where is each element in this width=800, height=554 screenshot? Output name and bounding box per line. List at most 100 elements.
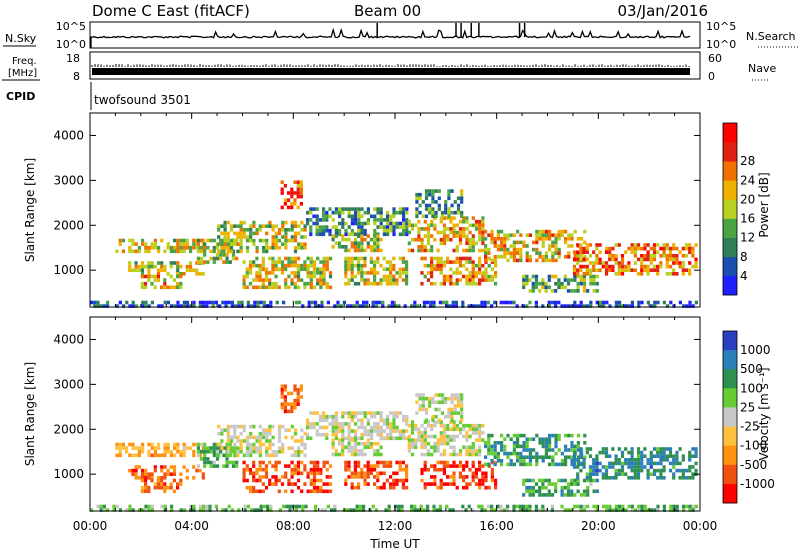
heatmap-cell bbox=[440, 396, 445, 401]
heatmap-cell bbox=[296, 398, 300, 403]
heatmap-cell bbox=[325, 414, 329, 419]
heatmap-cell bbox=[398, 225, 402, 229]
heatmap-cell bbox=[341, 438, 345, 442]
heatmap-cell bbox=[223, 220, 227, 225]
heatmap-cell bbox=[235, 256, 239, 261]
heatmap-cell bbox=[228, 460, 232, 465]
heatmap-cell bbox=[322, 263, 326, 268]
heatmap-cell bbox=[493, 462, 497, 467]
heatmap-cell bbox=[656, 504, 660, 509]
heatmap-cell bbox=[150, 261, 154, 265]
heatmap-cell bbox=[309, 207, 313, 211]
heatmap-cell bbox=[455, 271, 459, 275]
heatmap-cell bbox=[572, 257, 577, 262]
heatmap-cell bbox=[147, 489, 151, 494]
heatmap-cell bbox=[156, 485, 160, 490]
heatmap-cell bbox=[360, 267, 364, 272]
heatmap-cell bbox=[223, 428, 227, 432]
heatmap-cell bbox=[382, 482, 386, 486]
heatmap-cell bbox=[363, 232, 367, 237]
heatmap-cell bbox=[325, 489, 329, 494]
heatmap-cell bbox=[357, 256, 361, 261]
heatmap-cell bbox=[389, 482, 393, 486]
heatmap-cell bbox=[576, 465, 580, 469]
heatmap-cell bbox=[344, 256, 348, 261]
heatmap-cell bbox=[621, 504, 625, 509]
freq-label-line2: [MHz] bbox=[8, 68, 37, 79]
heatmap-cell bbox=[465, 431, 469, 435]
heatmap-cell bbox=[509, 251, 513, 255]
heatmap-cell bbox=[344, 281, 348, 286]
heatmap-cell bbox=[331, 218, 335, 222]
heatmap-cell bbox=[548, 448, 552, 452]
heatmap-cell bbox=[357, 436, 361, 441]
heatmap-cell bbox=[166, 449, 170, 454]
heatmap-cell bbox=[544, 485, 548, 490]
heatmap-cell bbox=[338, 232, 342, 237]
heatmap-cell bbox=[436, 467, 440, 472]
heatmap-cell bbox=[157, 446, 161, 450]
heatmap-cell bbox=[293, 249, 298, 254]
heatmap-cell bbox=[312, 482, 317, 486]
heatmap-cell bbox=[573, 504, 577, 509]
heatmap-cell bbox=[420, 248, 424, 253]
heatmap-cell bbox=[176, 242, 180, 246]
heatmap-cell bbox=[373, 248, 377, 253]
heatmap-cell bbox=[576, 274, 580, 279]
heatmap-cell bbox=[293, 467, 297, 472]
heatmap-cell bbox=[242, 231, 246, 236]
heatmap-cell bbox=[344, 482, 348, 486]
heatmap-cell bbox=[442, 281, 446, 286]
heatmap-cell bbox=[500, 237, 504, 241]
heatmap-cell bbox=[373, 271, 377, 275]
heatmap-cell bbox=[312, 471, 317, 476]
heatmap-cell bbox=[402, 414, 406, 419]
heatmap-cell bbox=[163, 449, 167, 454]
heatmap-cell bbox=[189, 508, 193, 512]
heatmap-cell bbox=[341, 449, 345, 453]
heatmap-cell bbox=[325, 475, 329, 479]
heatmap-cell bbox=[415, 393, 419, 397]
heatmap-cell bbox=[319, 267, 323, 272]
heatmap-cell bbox=[373, 237, 377, 242]
cpid-value: twofsound 3501 bbox=[94, 93, 191, 107]
heatmap-cell bbox=[672, 261, 676, 265]
heatmap-cell bbox=[347, 256, 351, 261]
heatmap-cell bbox=[453, 404, 457, 408]
heatmap-cell bbox=[506, 462, 510, 467]
heatmap-cell bbox=[284, 278, 288, 282]
heatmap-cell bbox=[589, 304, 593, 308]
heatmap-cell bbox=[357, 207, 361, 211]
heatmap-cell bbox=[322, 482, 326, 486]
heatmap-cell bbox=[636, 243, 641, 247]
heatmap-cell bbox=[452, 248, 456, 253]
heatmap-cell bbox=[223, 228, 227, 232]
heatmap-cell bbox=[398, 232, 402, 237]
heatmap-cell bbox=[382, 464, 386, 468]
heatmap-cell bbox=[347, 248, 351, 253]
heatmap-cell bbox=[373, 214, 377, 219]
heatmap-cell bbox=[405, 207, 409, 211]
heatmap-cell bbox=[153, 468, 157, 473]
heatmap-cell bbox=[478, 427, 482, 432]
heatmap-cell bbox=[255, 274, 259, 279]
heatmap-cell bbox=[544, 237, 548, 241]
heatmap-cell bbox=[420, 245, 424, 249]
heatmap-cell bbox=[284, 435, 288, 440]
heatmap-cell bbox=[128, 261, 132, 265]
heatmap-cell bbox=[579, 257, 583, 262]
heatmap-cell bbox=[460, 196, 464, 201]
heatmap-cell bbox=[293, 256, 297, 261]
heatmap-cell bbox=[140, 268, 145, 272]
heatmap-cell bbox=[579, 508, 583, 512]
heatmap-cell bbox=[360, 449, 364, 453]
heatmap-cell bbox=[185, 245, 189, 250]
heatmap-cell bbox=[547, 304, 551, 308]
heatmap-cell bbox=[344, 460, 348, 465]
heatmap-cell bbox=[376, 432, 380, 437]
heatmap-cell bbox=[303, 446, 307, 450]
heatmap-cell bbox=[373, 425, 377, 430]
heatmap-cell bbox=[442, 278, 446, 282]
heatmap-cell bbox=[430, 452, 434, 457]
